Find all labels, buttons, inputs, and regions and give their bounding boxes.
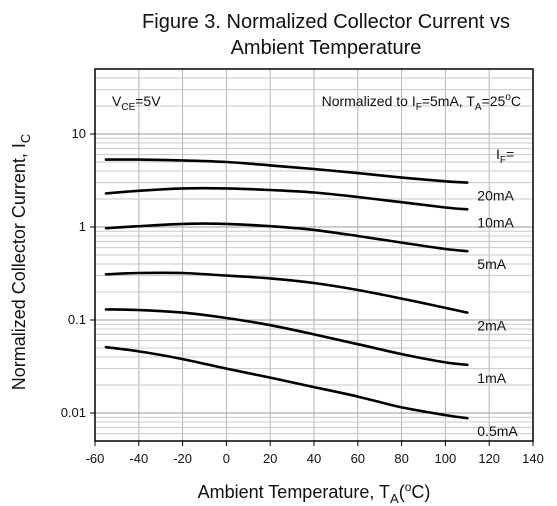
vce-annotation: VCE=5V <box>112 93 161 113</box>
series-label-10mA: 10mA <box>477 214 514 230</box>
x-tick-label: 100 <box>435 451 457 466</box>
y-axis-label: Normalized Collector Current, IC <box>9 134 33 390</box>
chart-title-line2: Ambient Temperature <box>231 37 422 59</box>
x-tick-label: 40 <box>307 451 321 466</box>
series-line-1mA <box>104 308 469 367</box>
series-labels: 20mA 10mA 5mA 2mA 1mA 0.5mA <box>477 188 518 440</box>
x-tick-label: 60 <box>351 451 365 466</box>
y-tick-label: 0.1 <box>68 312 86 327</box>
x-tick-label: -40 <box>129 451 148 466</box>
chart-title-line1: Figure 3. Normalized Collector Current v… <box>142 11 510 33</box>
grid <box>95 69 533 441</box>
y-tick-label: 10 <box>72 126 86 141</box>
x-tick-label: 140 <box>522 451 544 466</box>
series-label-0p5mA: 0.5mA <box>477 423 518 439</box>
normalization-annotation: Normalized to IF=5mA, TA=25oC <box>322 92 521 113</box>
x-tick-label: 120 <box>478 451 500 466</box>
series-label-2mA: 2mA <box>477 318 506 334</box>
y-tick-label: 1 <box>79 219 86 234</box>
x-axis-label: Ambient Temperature, TA(oC) <box>198 480 431 506</box>
legend-header: IF= <box>496 146 514 166</box>
series-line-2mA <box>104 271 469 314</box>
x-tick-label: -60 <box>86 451 105 466</box>
x-tick-label: 0 <box>223 451 230 466</box>
y-tick-label: 0.01 <box>61 405 86 420</box>
x-tick-label: 20 <box>263 451 277 466</box>
series-label-5mA: 5mA <box>477 256 506 272</box>
series-label-20mA: 20mA <box>477 188 514 204</box>
ticks: -60 -40 -20 0 20 40 60 80 100 120 140 10 1 0.1 0.01 <box>61 126 544 466</box>
x-tick-label: -20 <box>173 451 192 466</box>
series-label-1mA: 1mA <box>477 370 506 386</box>
x-tick-label: 80 <box>394 451 408 466</box>
series-lines <box>104 158 469 420</box>
series-line-0p5mA <box>104 345 469 420</box>
series-line-5mA <box>104 222 469 253</box>
series-line-10mA <box>104 186 469 211</box>
series-line-20mA <box>104 158 469 184</box>
